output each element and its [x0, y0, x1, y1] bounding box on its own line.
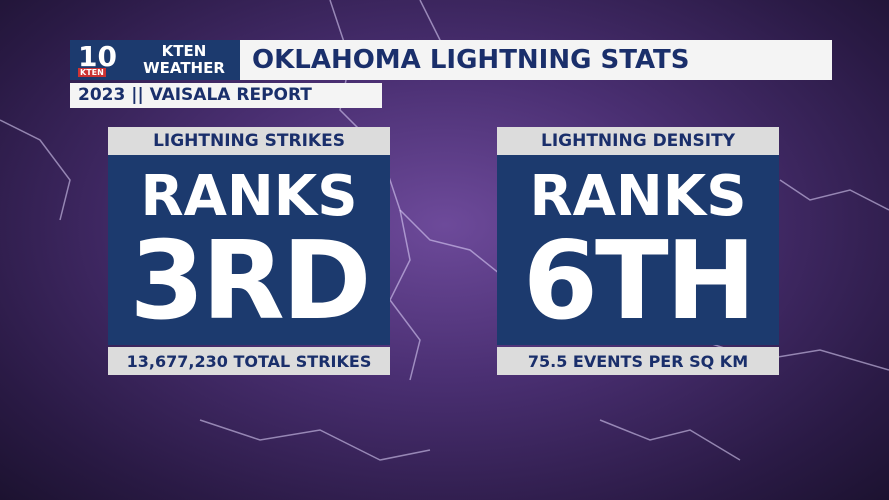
- logo-line: KTEN: [161, 42, 207, 60]
- logo-number: 10: [78, 40, 117, 73]
- logo: 10 KTEN KTEN WEATHER: [70, 40, 240, 80]
- rank-prefix: RANKS: [529, 163, 747, 229]
- panel-box: [108, 155, 390, 345]
- panel-label: LIGHTNING STRIKES: [108, 127, 390, 155]
- panel-box: [497, 155, 779, 345]
- panel-detail: 75.5 EVENTS PER SQ KM: [497, 347, 779, 375]
- rank-prefix: RANKS: [140, 163, 358, 229]
- logo-line: WEATHER: [143, 59, 225, 77]
- rank-value: 3RD: [129, 218, 372, 344]
- panel-label: LIGHTNING DENSITY: [497, 127, 779, 155]
- panel-detail: 13,677,230 TOTAL STRIKES: [108, 347, 390, 375]
- subtitle: 2023 || VAISALA REPORT: [70, 83, 382, 108]
- rank-value: 6TH: [522, 218, 756, 344]
- title: OKLAHOMA LIGHTNING STATS: [240, 40, 832, 80]
- logo-station: KTEN: [78, 68, 106, 77]
